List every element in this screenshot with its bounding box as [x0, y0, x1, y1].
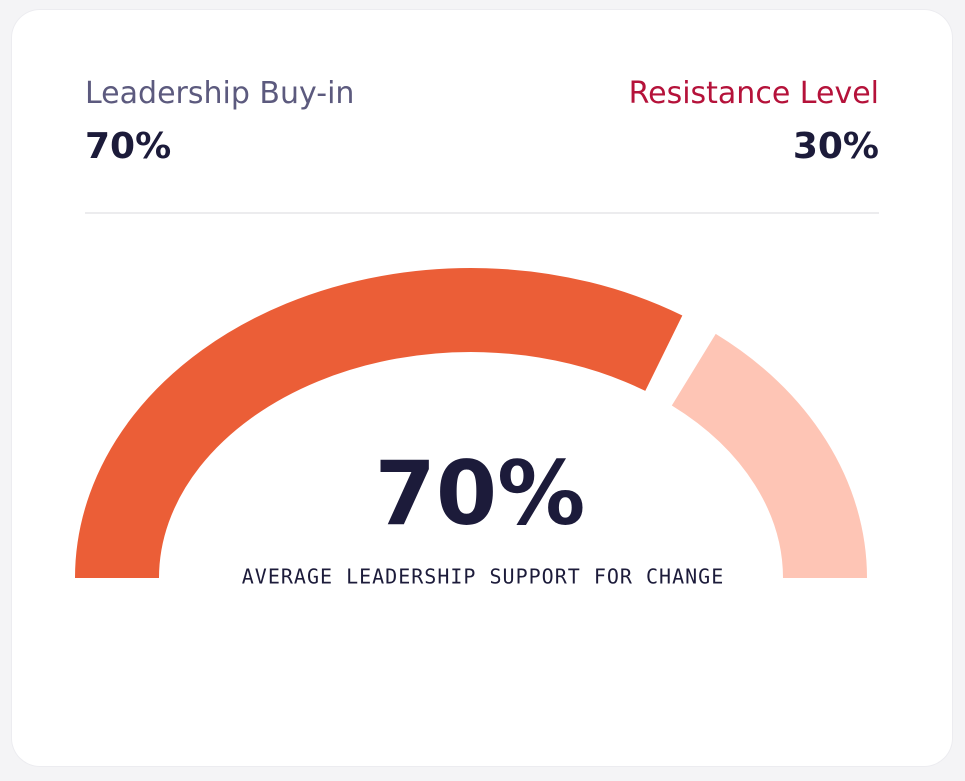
value-label: 70% [85, 126, 172, 167]
caption: AVERAGE LEADERSHIP SUPPORT FOR CHANGE [242, 565, 725, 589]
category-label: Leadership Buy-in [85, 76, 355, 111]
gauge-segment [75, 268, 683, 579]
category-label: Resistance Level [628, 76, 879, 111]
center-value: 70% [375, 442, 586, 545]
divider [85, 212, 879, 214]
value-label: 30% [792, 126, 879, 167]
gauge-segment [671, 333, 867, 579]
